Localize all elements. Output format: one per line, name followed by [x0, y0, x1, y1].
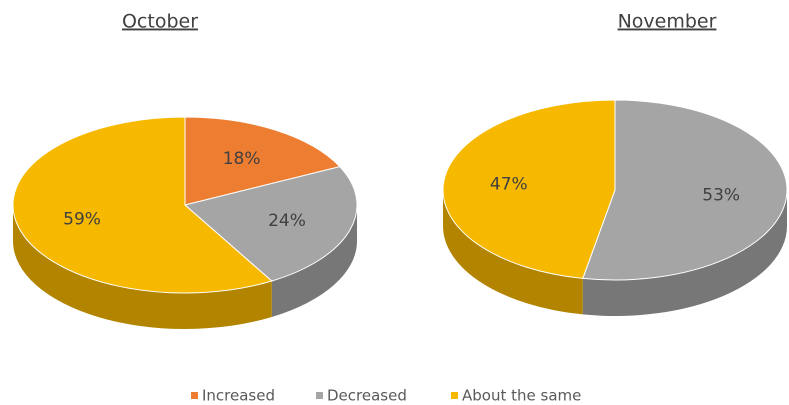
chart-title: October: [122, 11, 198, 33]
pie-side: [443, 190, 583, 315]
legend-label: Increased: [202, 387, 275, 405]
legend-label: About the same: [462, 387, 581, 405]
data-label: 59%: [63, 209, 101, 229]
data-label: 24%: [268, 211, 306, 231]
data-label: 18%: [223, 149, 261, 169]
pie-slice: [183, 166, 358, 282]
pie-side: [271, 205, 357, 317]
pie-side: [582, 190, 787, 316]
data-label: 47%: [490, 175, 528, 195]
legend-swatch: [191, 392, 198, 399]
legend-label: Decreased: [327, 387, 407, 405]
pie-side: [13, 205, 272, 329]
data-label: 53%: [702, 185, 740, 205]
pie-slice: [442, 99, 616, 279]
legend-swatch: [451, 392, 458, 399]
pie-slice: [184, 116, 341, 206]
pie-slice: [582, 99, 788, 281]
chart-title: November: [618, 11, 717, 33]
pie-slice: [12, 116, 273, 294]
legend-swatch: [316, 392, 323, 399]
